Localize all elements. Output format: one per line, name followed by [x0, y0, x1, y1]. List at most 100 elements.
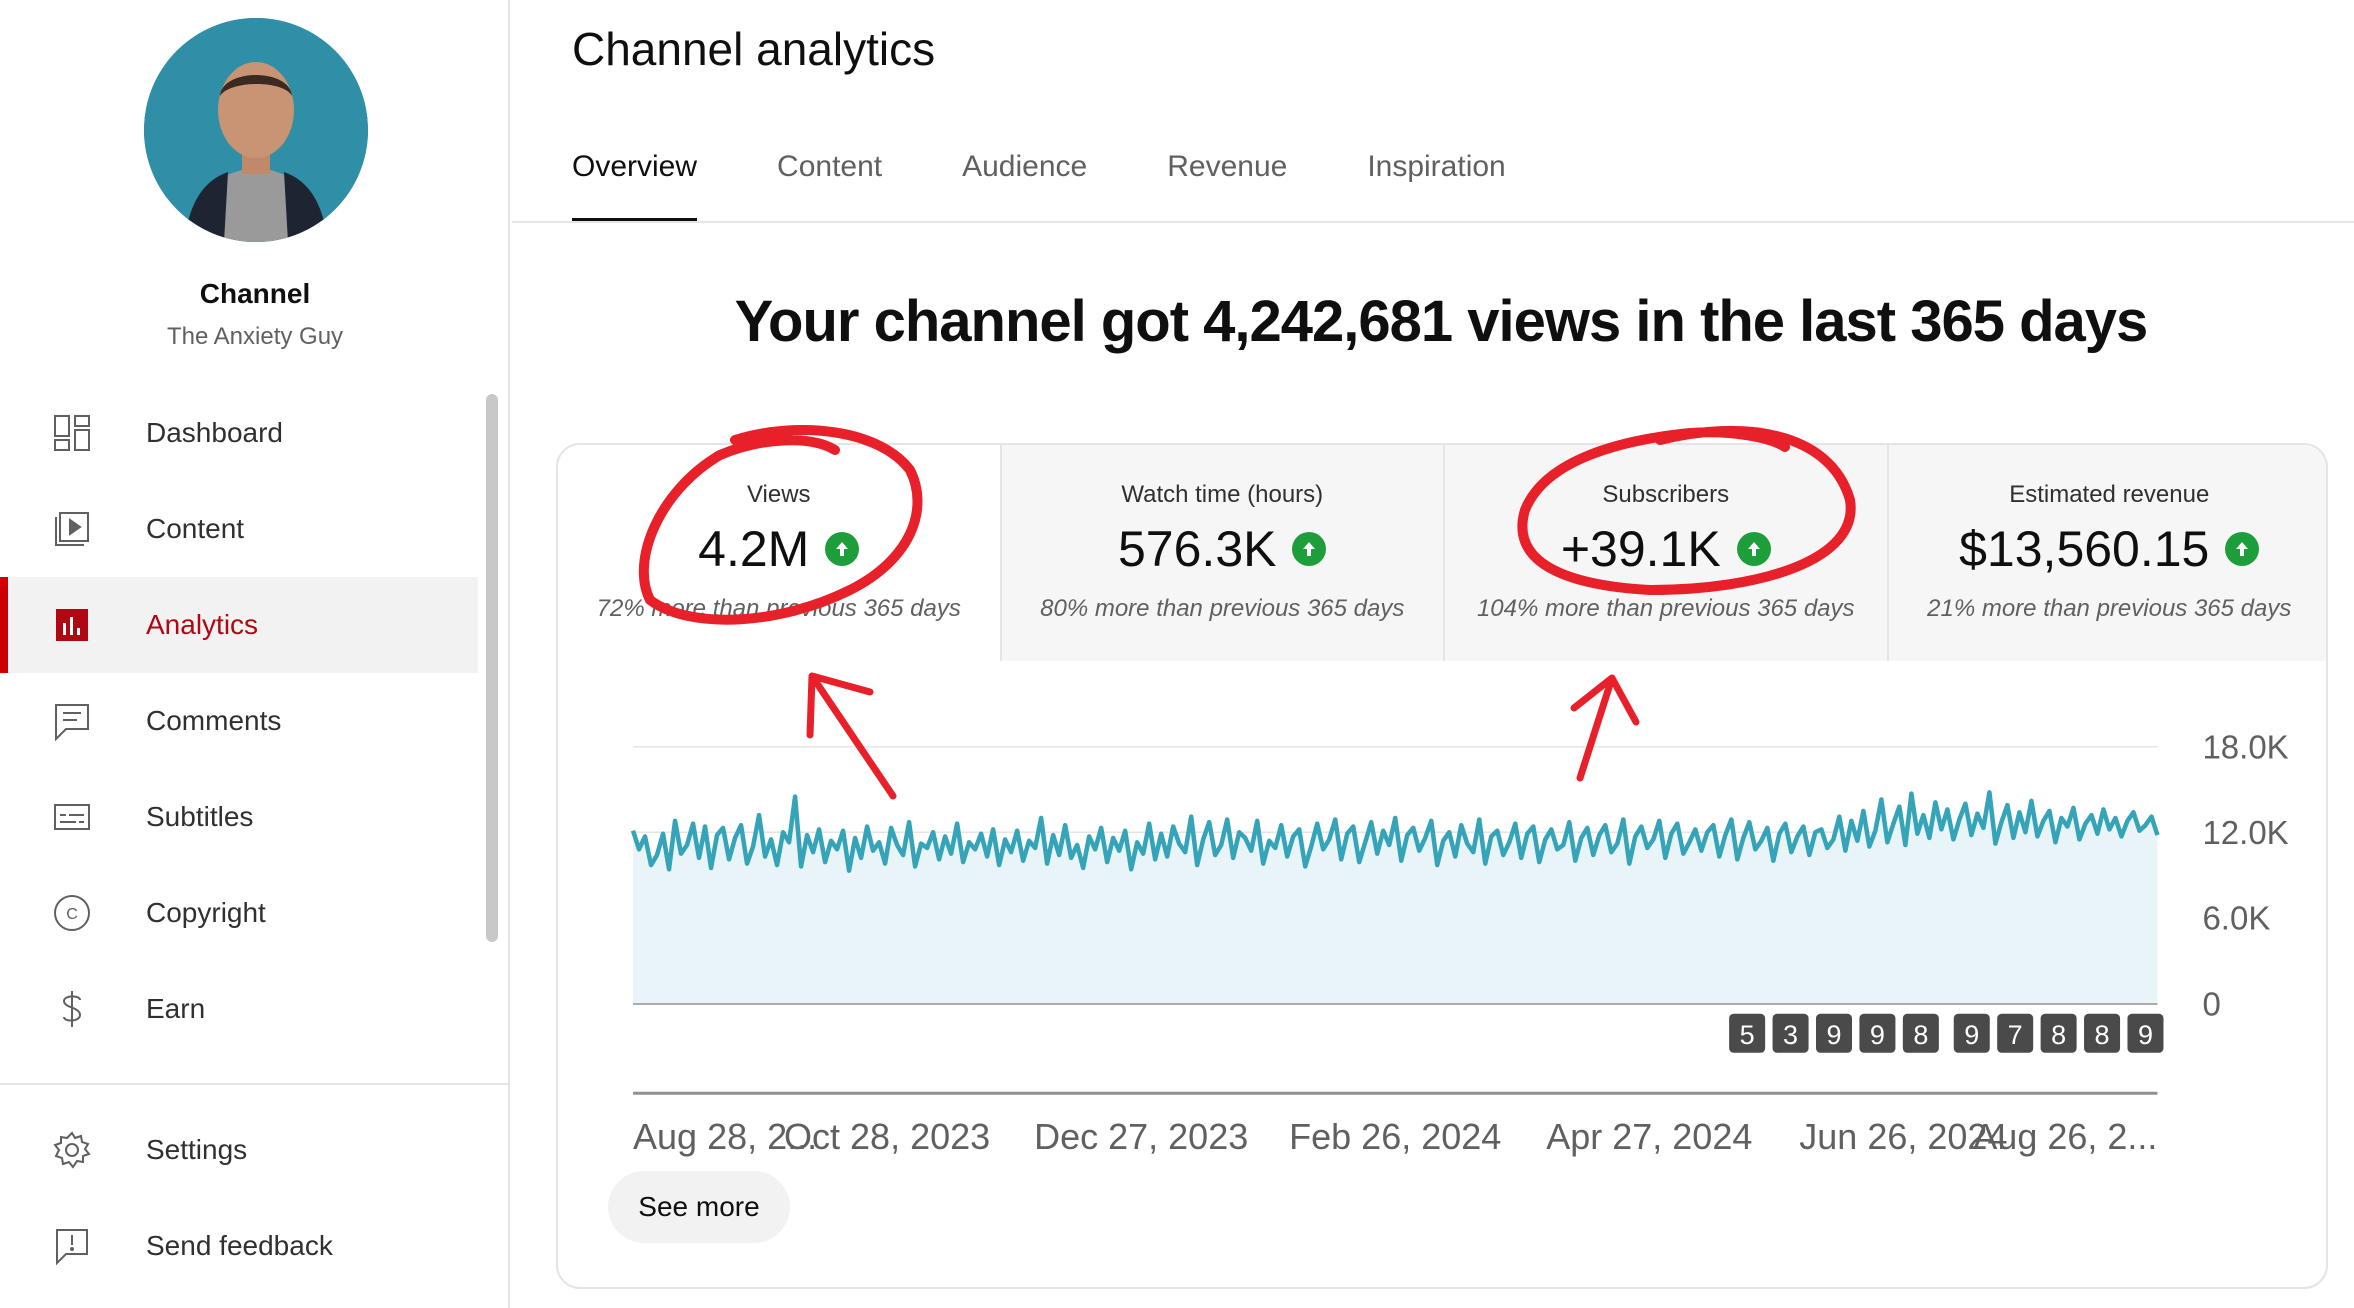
- sidebar-item-analytics[interactable]: Analytics: [0, 577, 478, 673]
- avatar[interactable]: [144, 18, 368, 242]
- sidebar-item-send-feedback[interactable]: Send feedback: [0, 1198, 478, 1294]
- metric-label: Estimated revenue: [2009, 481, 2210, 508]
- video-marker-label: 7: [2008, 1020, 2023, 1050]
- sidebar-item-label: Dashboard: [146, 417, 283, 448]
- metric-comparison: 72% more than previous 365 days: [596, 595, 961, 622]
- video-marker-label: 8: [1913, 1020, 1928, 1050]
- overview-card: Views 4.2M 72% more than previous 365 da…: [556, 443, 2328, 1289]
- content-icon: [50, 507, 94, 551]
- comments-icon: [50, 699, 94, 743]
- arrow-up-icon: [1292, 532, 1327, 566]
- video-marker-label: 9: [1870, 1020, 1885, 1050]
- sidebar-item-label: Copyright: [146, 897, 266, 928]
- video-marker: [1859, 1013, 1896, 1053]
- sidebar-item-content[interactable]: Content: [0, 481, 478, 577]
- arrow-up-icon: [825, 532, 860, 566]
- sidebar-item-label: Analytics: [146, 609, 259, 640]
- copyright-icon: C: [50, 891, 94, 935]
- tab-audience[interactable]: Audience: [962, 150, 1088, 183]
- tab-content[interactable]: Content: [777, 150, 883, 183]
- sidebar-item-comments[interactable]: Comments: [0, 673, 478, 769]
- analytics-icon: [50, 603, 94, 647]
- arrow-up-icon: [2225, 532, 2260, 566]
- sidebar-item-earn[interactable]: Earn: [0, 961, 478, 1057]
- metric-value-wrap: 4.2M: [558, 520, 1000, 578]
- video-marker-label: 3: [1783, 1020, 1798, 1050]
- series-line: [630, 790, 2160, 873]
- analytics-tabs: Overview Content Audience Revenue Inspir…: [572, 150, 1586, 222]
- metric-value: 4.2M: [698, 521, 810, 577]
- y-tick-label: 6.0K: [2202, 900, 2270, 937]
- video-marker-label: 9: [1964, 1020, 1979, 1050]
- video-marker-label: 5: [1740, 1020, 1755, 1050]
- dashboard-icon: [50, 411, 94, 455]
- channel-name: The Anxiety Guy: [166, 323, 344, 350]
- sidebar-item-label: Settings: [146, 1134, 248, 1165]
- see-more-button[interactable]: See more: [608, 1171, 790, 1243]
- metric-value: $13,560.15: [1959, 521, 2210, 577]
- metric-comparison: 21% more than previous 365 days: [1927, 595, 2292, 622]
- video-marker-label: 8: [2095, 1020, 2110, 1050]
- sidebar: Channel The Anxiety Guy Dashboard Conten…: [0, 0, 510, 1308]
- subtitles-icon: [50, 795, 94, 839]
- arrow-up-icon: [1736, 532, 1771, 566]
- x-tick-label: Feb 26, 2024: [1289, 1116, 1501, 1157]
- x-tick-label: Dec 27, 2023: [1034, 1116, 1248, 1157]
- x-tick-label: Aug 26, 2...: [1973, 1116, 2157, 1157]
- feedback-icon: [50, 1224, 94, 1268]
- metric-subscribers[interactable]: Subscribers +39.1K 104% more than previo…: [1443, 445, 1887, 661]
- sidebar-scrollbar[interactable]: [486, 394, 498, 942]
- metric-comparison: 104% more than previous 365 days: [1476, 595, 1855, 622]
- metric-comparison: 80% more than previous 365 days: [1040, 595, 1405, 622]
- sidebar-item-label: Subtitles: [146, 801, 254, 832]
- sidebar-item-label: Earn: [146, 993, 206, 1024]
- sidebar-divider: [0, 1083, 510, 1085]
- page-title: Channel analytics: [572, 23, 936, 75]
- x-tick-label: Apr 27, 2024: [1546, 1116, 1752, 1157]
- sidebar-nav: Dashboard Content Analytics Comments Sub…: [0, 385, 478, 1057]
- metric-value-wrap: 576.3K: [1002, 520, 1444, 578]
- gear-icon: [50, 1128, 94, 1172]
- metric-label: Watch time (hours): [1121, 481, 1324, 508]
- sidebar-bottom-nav: Settings Send feedback: [0, 1102, 478, 1294]
- sidebar-item-dashboard[interactable]: Dashboard: [0, 385, 478, 481]
- sidebar-item-label: Content: [146, 513, 245, 544]
- channel-title: Channel: [199, 278, 311, 309]
- metric-label: Views: [746, 481, 811, 508]
- sidebar-item-settings[interactable]: Settings: [0, 1102, 478, 1198]
- metric-views[interactable]: Views 4.2M 72% more than previous 365 da…: [558, 445, 1000, 661]
- video-marker: [2040, 1013, 2077, 1053]
- sidebar-item-subtitles[interactable]: Subtitles: [0, 769, 478, 865]
- x-tick-label: Jun 26, 2024: [1799, 1116, 2007, 1157]
- video-marker-label: 9: [1826, 1020, 1841, 1050]
- metric-value: +39.1K: [1560, 521, 1721, 577]
- tab-overview[interactable]: Overview: [572, 150, 698, 222]
- tab-revenue[interactable]: Revenue: [1167, 150, 1288, 183]
- video-marker: [1815, 1013, 1853, 1053]
- video-marker: [1902, 1013, 1939, 1053]
- sidebar-item-label: Send feedback: [146, 1230, 333, 1261]
- video-marker-label: 9: [2138, 1020, 2153, 1050]
- x-tick-label: Aug 28, 2...: [633, 1116, 817, 1157]
- metric-estimated-revenue[interactable]: Estimated revenue $13,560.15 21% more th…: [1886, 445, 2327, 661]
- sidebar-item-label: Comments: [146, 705, 282, 736]
- video-marker: [1953, 1013, 1990, 1053]
- video-marker-label: 8: [2051, 1020, 2066, 1050]
- video-marker: [1997, 1013, 2034, 1053]
- metric-value-wrap: +39.1K: [1445, 520, 1887, 578]
- video-marker: [2084, 1013, 2121, 1053]
- y-tick-label: 0: [2202, 985, 2220, 1022]
- video-marker: [1772, 1013, 1809, 1053]
- y-tick-label: 12.0K: [2202, 814, 2288, 851]
- metrics-row: Views 4.2M 72% more than previous 365 da…: [558, 445, 2327, 661]
- views-headline: Your channel got 4,242,681 views in the …: [734, 289, 2149, 354]
- dollar-icon: [50, 987, 94, 1031]
- metric-watch-time[interactable]: Watch time (hours) 576.3K 80% more than …: [999, 445, 1444, 661]
- x-tick-label: Oct 28, 2023: [784, 1116, 990, 1157]
- tab-inspiration[interactable]: Inspiration: [1367, 150, 1506, 183]
- metric-value-wrap: $13,560.15: [1889, 520, 2327, 578]
- tabs-divider: [512, 221, 2354, 223]
- y-tick-label: 18.0K: [2202, 729, 2288, 766]
- sidebar-item-copyright[interactable]: C Copyright: [0, 865, 478, 961]
